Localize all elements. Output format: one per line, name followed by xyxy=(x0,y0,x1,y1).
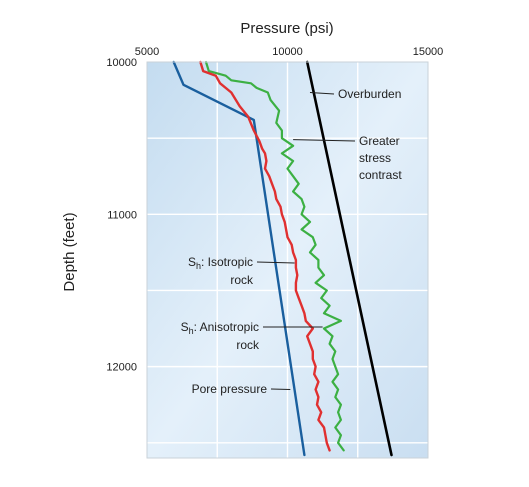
grid-lines xyxy=(147,62,428,458)
isotropic-leader-line xyxy=(256,261,295,264)
anisotropic-label-rest: : Anisotropic xyxy=(194,320,259,334)
y-axis-title: Depth (feet) xyxy=(61,212,78,291)
y-tick-label-2: 12000 xyxy=(106,362,137,374)
plot-frame xyxy=(146,61,429,459)
isotropic-label-sub: h xyxy=(196,261,201,271)
anisotropic-label-sub: h xyxy=(189,326,194,336)
anisotropic-label-s: S xyxy=(181,320,189,334)
stress-contrast-label-line1: Greater xyxy=(359,134,400,148)
anisotropic-label-line2: rock xyxy=(236,338,260,352)
pore-series-line xyxy=(172,60,306,457)
isotropic-label: Sh: Isotropic xyxy=(188,255,253,271)
isotropic-label-s: S xyxy=(188,255,196,269)
x-tick-label-0: 5000 xyxy=(135,46,159,58)
overburden-series-line xyxy=(305,60,393,457)
isotropic-label-rest: : Isotropic xyxy=(201,255,253,269)
x-tick-labels: 5000 10000 15000 xyxy=(135,46,444,58)
annotation-leaders xyxy=(256,91,356,390)
y-tick-label-1: 11000 xyxy=(107,209,137,221)
x-tick-label-1: 10000 xyxy=(272,46,303,58)
isotropic-label-line2: rock xyxy=(230,273,254,287)
stress-leader-line xyxy=(293,139,356,142)
stress-contrast-label-line3: contrast xyxy=(359,168,402,182)
anisotropic-series-line xyxy=(204,60,345,452)
pore-pressure-label: Pore pressure xyxy=(192,382,268,396)
y-tick-label-0: 10000 xyxy=(106,57,137,69)
anisotropic-label: Sh: Anisotropic xyxy=(181,320,259,336)
y-tick-labels: 10000 11000 12000 xyxy=(106,57,137,374)
stress-contrast-label-line2: stress xyxy=(359,151,391,165)
overburden-label: Overburden xyxy=(338,87,401,101)
isotropic-series-line xyxy=(199,60,331,452)
x-axis-title: Pressure (psi) xyxy=(240,20,333,37)
series-layer xyxy=(172,60,393,457)
overburden-leader-line xyxy=(309,91,335,95)
x-tick-label-2: 15000 xyxy=(413,46,444,58)
